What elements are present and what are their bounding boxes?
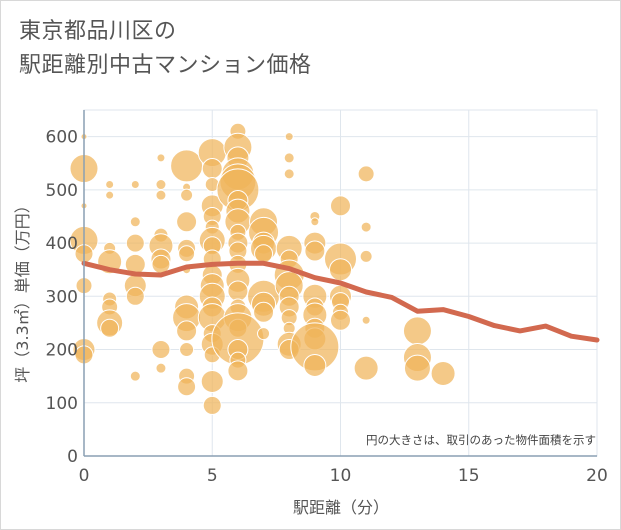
x-tick-label: 0	[79, 466, 90, 486]
bubble-point	[361, 315, 371, 325]
bubble-point	[403, 354, 431, 382]
bubble-point	[283, 152, 295, 164]
x-tick-label: 5	[207, 466, 218, 486]
x-tick-label: 10	[330, 466, 352, 486]
bubble-point	[105, 190, 115, 200]
bubble-point	[353, 355, 379, 381]
bubble-point	[253, 301, 275, 323]
bubble-point	[177, 377, 197, 397]
axes: 0 100 200 300 400 500 600 0 5 10 15 20	[46, 110, 608, 486]
bubble-point	[156, 153, 166, 163]
bubble-point	[130, 180, 140, 190]
average-price-line	[81, 260, 600, 343]
chart-title-line1: 東京都品川区の	[19, 19, 177, 44]
y-tick-label: 500	[46, 181, 78, 201]
bubble-point	[105, 180, 115, 190]
bubble-point	[201, 158, 223, 180]
bubble-point	[329, 258, 352, 282]
bubble-point	[176, 320, 198, 342]
x-axis-label: 駅距離（分）	[293, 498, 389, 517]
bubble-point	[179, 342, 195, 358]
y-tick-label: 600	[46, 128, 78, 148]
bubble-point	[129, 370, 141, 382]
bubble-point	[357, 165, 375, 183]
bubble-point	[227, 280, 249, 302]
chart-title-line2: 駅距離別中古マンション価格	[19, 53, 312, 78]
bubble-point	[304, 240, 326, 262]
bubble-point	[151, 340, 171, 360]
bubble-point	[129, 216, 141, 228]
x-tick-label: 15	[458, 466, 480, 486]
bubble-point	[170, 149, 204, 183]
bubble-point	[303, 354, 327, 378]
bubble-point	[100, 318, 120, 338]
bubble-point	[254, 244, 274, 264]
bubble-point	[155, 362, 167, 374]
y-tick-label: 100	[46, 394, 78, 414]
bubble-point	[180, 188, 194, 202]
y-tick-label: 200	[46, 341, 78, 361]
y-tick-label: 300	[46, 287, 78, 307]
bubble-point	[360, 221, 372, 233]
y-tick-label: 0	[67, 447, 78, 467]
y-tick-label: 400	[46, 234, 78, 254]
bubble-layer	[69, 122, 456, 415]
bubble-point	[284, 132, 294, 142]
bubble-point	[125, 233, 145, 253]
bubble-point	[430, 360, 456, 386]
bubble-size-note: 円の大きさは、取引のあった物件面積を示す	[366, 433, 596, 447]
bubble-point	[227, 360, 249, 382]
bubble-point	[202, 395, 222, 415]
x-tick-label: 20	[586, 466, 608, 486]
bubble-point	[330, 195, 351, 217]
bubble-point	[176, 211, 198, 233]
y-axis-label: 坪（3.3㎡）単価（万円）	[13, 197, 32, 382]
bubble-point	[359, 249, 373, 263]
bubble-point	[125, 286, 145, 306]
bubble-point	[155, 179, 167, 191]
bubble-point	[155, 189, 167, 201]
bubble-point	[200, 369, 224, 393]
bubble-point	[178, 245, 196, 263]
bubble-point	[310, 217, 320, 227]
chart-title: 東京都品川区の 駅距離別中古マンション価格	[19, 15, 312, 83]
bubble-point	[402, 316, 432, 346]
bubble-point	[257, 327, 271, 341]
bubble-point	[283, 168, 295, 180]
bubble-point	[330, 309, 351, 331]
average-line-layer	[81, 260, 600, 343]
